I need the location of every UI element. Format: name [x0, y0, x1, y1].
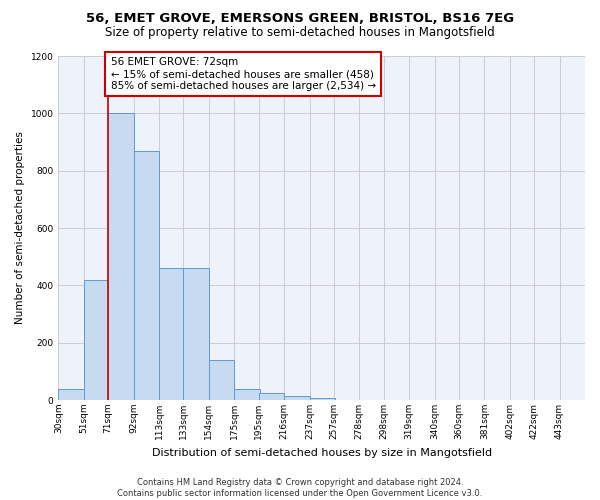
Bar [284, 396, 310, 400]
Y-axis label: Number of semi-detached properties: Number of semi-detached properties [15, 132, 25, 324]
Bar [310, 398, 335, 400]
Text: 56 EMET GROVE: 72sqm
← 15% of semi-detached houses are smaller (458)
85% of semi: 56 EMET GROVE: 72sqm ← 15% of semi-detac… [110, 58, 376, 90]
Bar [108, 114, 134, 400]
Bar [84, 280, 109, 400]
X-axis label: Distribution of semi-detached houses by size in Mangotsfield: Distribution of semi-detached houses by … [152, 448, 492, 458]
Text: 56, EMET GROVE, EMERSONS GREEN, BRISTOL, BS16 7EG: 56, EMET GROVE, EMERSONS GREEN, BRISTOL,… [86, 12, 514, 26]
Text: Size of property relative to semi-detached houses in Mangotsfield: Size of property relative to semi-detach… [105, 26, 495, 39]
Bar [134, 150, 159, 400]
Bar [235, 388, 260, 400]
Bar [58, 388, 84, 400]
Bar [209, 360, 235, 400]
Text: Contains HM Land Registry data © Crown copyright and database right 2024.
Contai: Contains HM Land Registry data © Crown c… [118, 478, 482, 498]
Bar [184, 268, 209, 400]
Bar [259, 393, 284, 400]
Bar [159, 268, 185, 400]
